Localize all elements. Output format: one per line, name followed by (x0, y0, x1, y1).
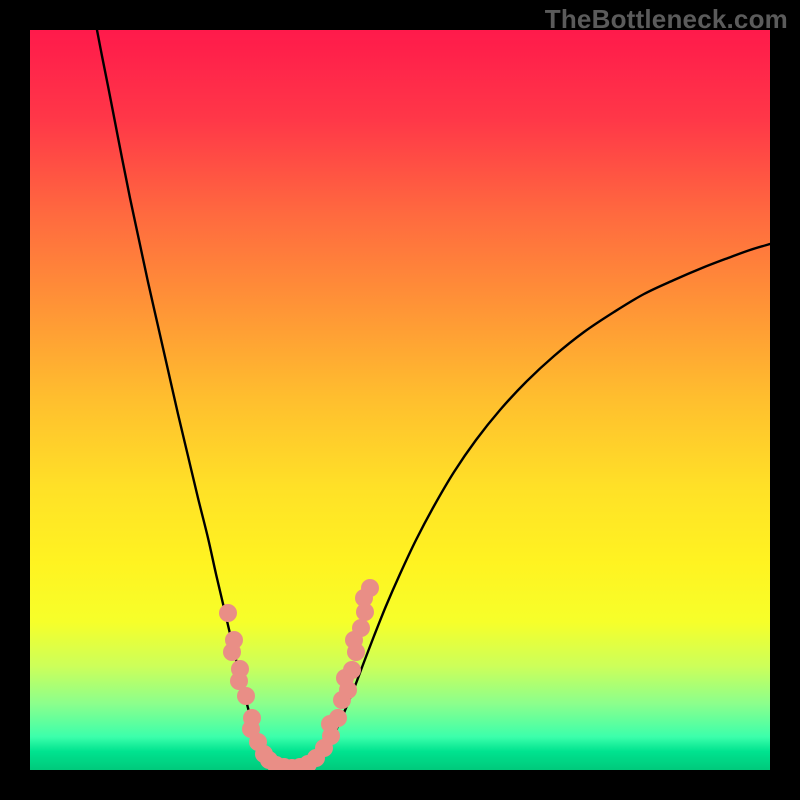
marker-dot (352, 619, 370, 637)
marker-dot (361, 579, 379, 597)
bottleneck-chart-svg (30, 30, 770, 770)
chart-container: TheBottleneck.com (0, 0, 800, 800)
marker-dot (223, 643, 241, 661)
watermark-text: TheBottleneck.com (545, 4, 788, 35)
plot-area (30, 30, 770, 770)
marker-dot (237, 687, 255, 705)
marker-dot (219, 604, 237, 622)
marker-dot (343, 661, 361, 679)
marker-dot (329, 709, 347, 727)
gradient-background (30, 30, 770, 770)
